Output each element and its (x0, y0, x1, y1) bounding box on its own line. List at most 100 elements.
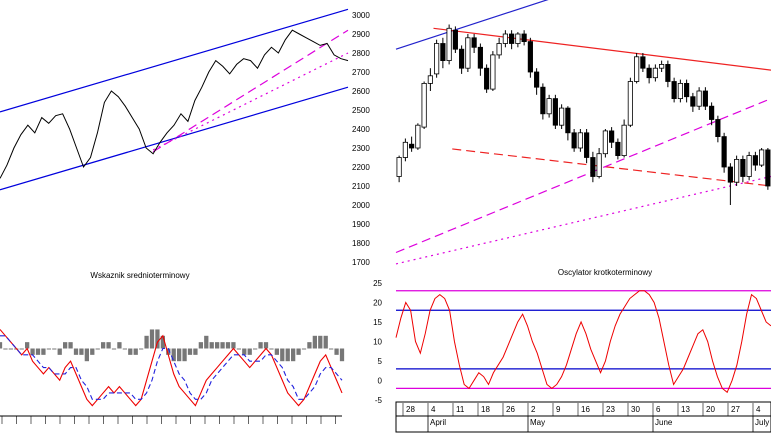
candle-body (615, 141, 621, 157)
oscillator-tick-label: 10 (373, 338, 382, 347)
histogram-bar (95, 348, 100, 350)
candle-body (559, 107, 565, 126)
indicator-title: Wskaznik srednioterminowy (90, 271, 189, 280)
candle-body (496, 43, 502, 56)
candle-body (490, 54, 496, 90)
oscillator-tick-label: 0 (378, 377, 383, 386)
candle-body (440, 43, 446, 62)
date-axis-frame (395, 401, 771, 433)
short-term-trendline (395, 175, 771, 265)
long-term-price-line (0, 29, 349, 179)
histogram-bar (46, 348, 51, 350)
candle-body (452, 29, 458, 50)
candle-body (396, 157, 402, 177)
histogram-bar (285, 348, 290, 362)
candle-body (459, 48, 465, 69)
price-tick-label: 1700 (352, 258, 370, 267)
short-term-trendline (433, 27, 771, 71)
oscillator-tick-label: 5 (378, 357, 383, 366)
candle-body (709, 105, 715, 120)
histogram-bar (8, 348, 13, 350)
histogram-bar (84, 348, 89, 362)
short-term-trendline (395, 0, 549, 50)
short-term-trendline (452, 148, 771, 187)
histogram-bar (193, 348, 198, 355)
oscillator-tick-label: 20 (373, 298, 382, 307)
candle-body (596, 153, 602, 177)
candle-body (515, 33, 521, 44)
price-tick-label: 2000 (352, 201, 370, 210)
candle-body (409, 143, 415, 149)
candle-body (646, 67, 652, 79)
histogram-bar (139, 348, 144, 350)
long-term-trendline (152, 52, 349, 151)
histogram-bar (30, 348, 35, 355)
date-tick-label: 23 (606, 405, 615, 414)
histogram-bar (263, 342, 269, 349)
candle-body (765, 149, 771, 187)
histogram-bar (177, 348, 182, 362)
candle-body (665, 64, 671, 82)
histogram-bar (231, 342, 236, 349)
date-tick-label: 18 (481, 405, 490, 414)
candle-body (696, 90, 702, 107)
month-label: April (430, 418, 446, 427)
date-tick-label: 4 (431, 405, 436, 414)
candle-body (627, 81, 633, 126)
histogram-bar (144, 335, 149, 349)
histogram-bar (301, 348, 307, 350)
candle-body (471, 37, 477, 48)
candle-body (527, 41, 533, 73)
price-tick-label: 2400 (352, 125, 370, 134)
price-tick-label: 2800 (352, 49, 370, 58)
histogram-bar (269, 348, 274, 350)
candle-body (634, 56, 640, 82)
histogram-bar (73, 348, 79, 355)
candle-body (434, 43, 440, 75)
candle-body (446, 27, 452, 61)
histogram-bar (171, 348, 176, 362)
histogram-bar (0, 342, 3, 349)
histogram-bar (128, 348, 133, 355)
candle-body (702, 90, 708, 107)
histogram-bar (334, 348, 339, 355)
candle-body (727, 166, 733, 183)
histogram-bar (253, 348, 258, 350)
indicator-line (0, 329, 343, 407)
histogram-bar (101, 342, 106, 349)
histogram-bar (166, 348, 171, 355)
price-tick-label: 2500 (352, 106, 370, 115)
histogram-bar (242, 348, 247, 355)
histogram-bar (312, 335, 317, 349)
candle-body (415, 124, 421, 149)
price-tick-label: 2200 (352, 163, 370, 172)
histogram-bar (209, 342, 214, 349)
oscillator-line (395, 290, 771, 394)
histogram-bar (204, 335, 209, 349)
candle-body (465, 37, 471, 69)
histogram-bar (329, 348, 334, 350)
month-label: July (755, 418, 769, 427)
long-term-trendline (152, 29, 349, 153)
candle-body (715, 119, 721, 138)
candle-body (552, 98, 558, 126)
histogram-bar (225, 342, 231, 349)
candle-body (602, 130, 608, 155)
histogram-bar (339, 348, 345, 362)
date-tick-label: 28 (406, 405, 415, 414)
histogram-bar (117, 342, 122, 349)
oscillator-tick-label: -5 (375, 396, 383, 405)
candle-body (521, 33, 527, 42)
histogram-bar (79, 348, 84, 355)
price-tick-label: 2300 (352, 144, 370, 153)
date-tick-label: 30 (631, 405, 640, 414)
month-label: June (655, 418, 673, 427)
price-tick-label: 2600 (352, 87, 370, 96)
histogram-bar (220, 342, 225, 349)
histogram-bar (106, 342, 111, 349)
candle-body (659, 64, 665, 69)
histogram-bar (215, 342, 220, 349)
price-tick-label: 2900 (352, 30, 370, 39)
